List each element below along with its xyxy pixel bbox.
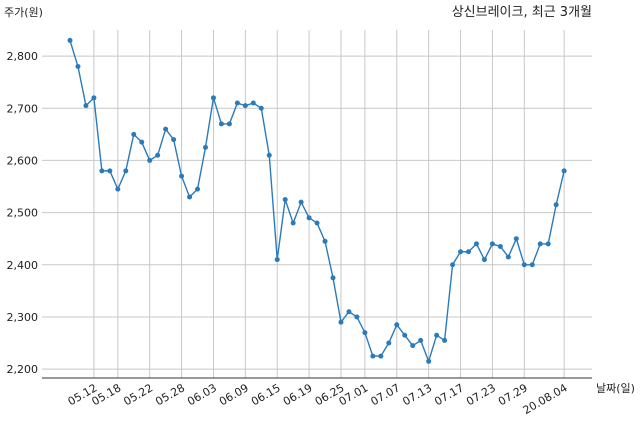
x-tick-label: 07.07: [368, 381, 402, 408]
point: [123, 168, 129, 174]
x-tick-label: 05.22: [121, 381, 155, 408]
x-tick-label: 06.19: [281, 381, 315, 408]
x-tick-label: 05.28: [153, 381, 187, 408]
point: [171, 137, 177, 143]
point: [410, 343, 416, 349]
point: [553, 202, 559, 208]
point: [481, 257, 487, 263]
point: [505, 254, 511, 260]
point: [139, 139, 145, 145]
point: [322, 238, 328, 244]
point: [91, 95, 97, 101]
point: [187, 194, 193, 200]
point: [163, 126, 169, 132]
point: [242, 103, 248, 109]
point: [394, 322, 400, 328]
point: [195, 186, 201, 192]
point: [346, 309, 352, 315]
point: [561, 168, 567, 174]
y-tick-label: 2,500: [7, 207, 39, 220]
point: [282, 197, 288, 203]
x-tick-label: 20.08.04: [521, 381, 570, 417]
point: [155, 152, 161, 158]
point: [202, 144, 208, 150]
point: [258, 105, 264, 111]
point: [83, 103, 89, 109]
point: [450, 262, 456, 268]
y-tick-label: 2,700: [7, 102, 39, 115]
point: [338, 319, 344, 325]
point: [434, 332, 440, 338]
point: [402, 332, 408, 338]
chart-title: 상신브레이크, 최근 3개월: [452, 5, 592, 20]
point: [75, 64, 81, 70]
point: [354, 314, 360, 320]
y-tick-label: 2,600: [7, 154, 39, 167]
point: [386, 340, 392, 346]
line: [69, 40, 565, 364]
y-tick-label: 2,800: [7, 50, 39, 63]
point: [274, 257, 280, 263]
point: [314, 220, 320, 226]
y-axis-label: 주가(원): [4, 6, 43, 19]
point: [497, 244, 503, 250]
point: [362, 330, 368, 336]
point: [545, 241, 551, 247]
point: [218, 121, 224, 127]
point: [489, 241, 495, 247]
point: [298, 199, 304, 205]
point: [306, 215, 312, 221]
point: [115, 186, 121, 192]
point: [513, 236, 519, 242]
x-tick-label: 07.17: [432, 381, 466, 408]
point: [210, 95, 216, 101]
x-tick-label: 06.09: [217, 381, 251, 408]
y-tick-label: 2,400: [7, 259, 39, 272]
point: [330, 275, 336, 281]
point: [147, 157, 153, 163]
point: [234, 100, 240, 106]
point: [67, 37, 73, 43]
point: [179, 173, 185, 179]
point: [426, 358, 432, 364]
point: [107, 168, 113, 174]
x-tick-label: 06.15: [249, 381, 283, 408]
x-axis-label: 날짜(일): [596, 381, 635, 395]
x-tick-label: 07.13: [400, 381, 434, 408]
point: [521, 262, 527, 268]
point: [378, 353, 384, 359]
point: [529, 262, 535, 268]
point: [99, 168, 105, 174]
point: [442, 337, 448, 343]
point: [370, 353, 376, 359]
y-tick-label: 2,300: [7, 311, 39, 324]
x-tick-label: 07.23: [464, 381, 498, 408]
point: [473, 241, 479, 247]
point: [458, 249, 464, 255]
point: [466, 249, 471, 255]
point: [418, 337, 424, 343]
point: [250, 100, 256, 106]
x-tick-label: 06.03: [185, 381, 219, 408]
point: [537, 241, 543, 247]
y-tick-label: 2,200: [7, 363, 39, 376]
point: [131, 131, 137, 137]
point: [266, 152, 272, 158]
point: [290, 220, 296, 226]
point: [226, 121, 232, 127]
